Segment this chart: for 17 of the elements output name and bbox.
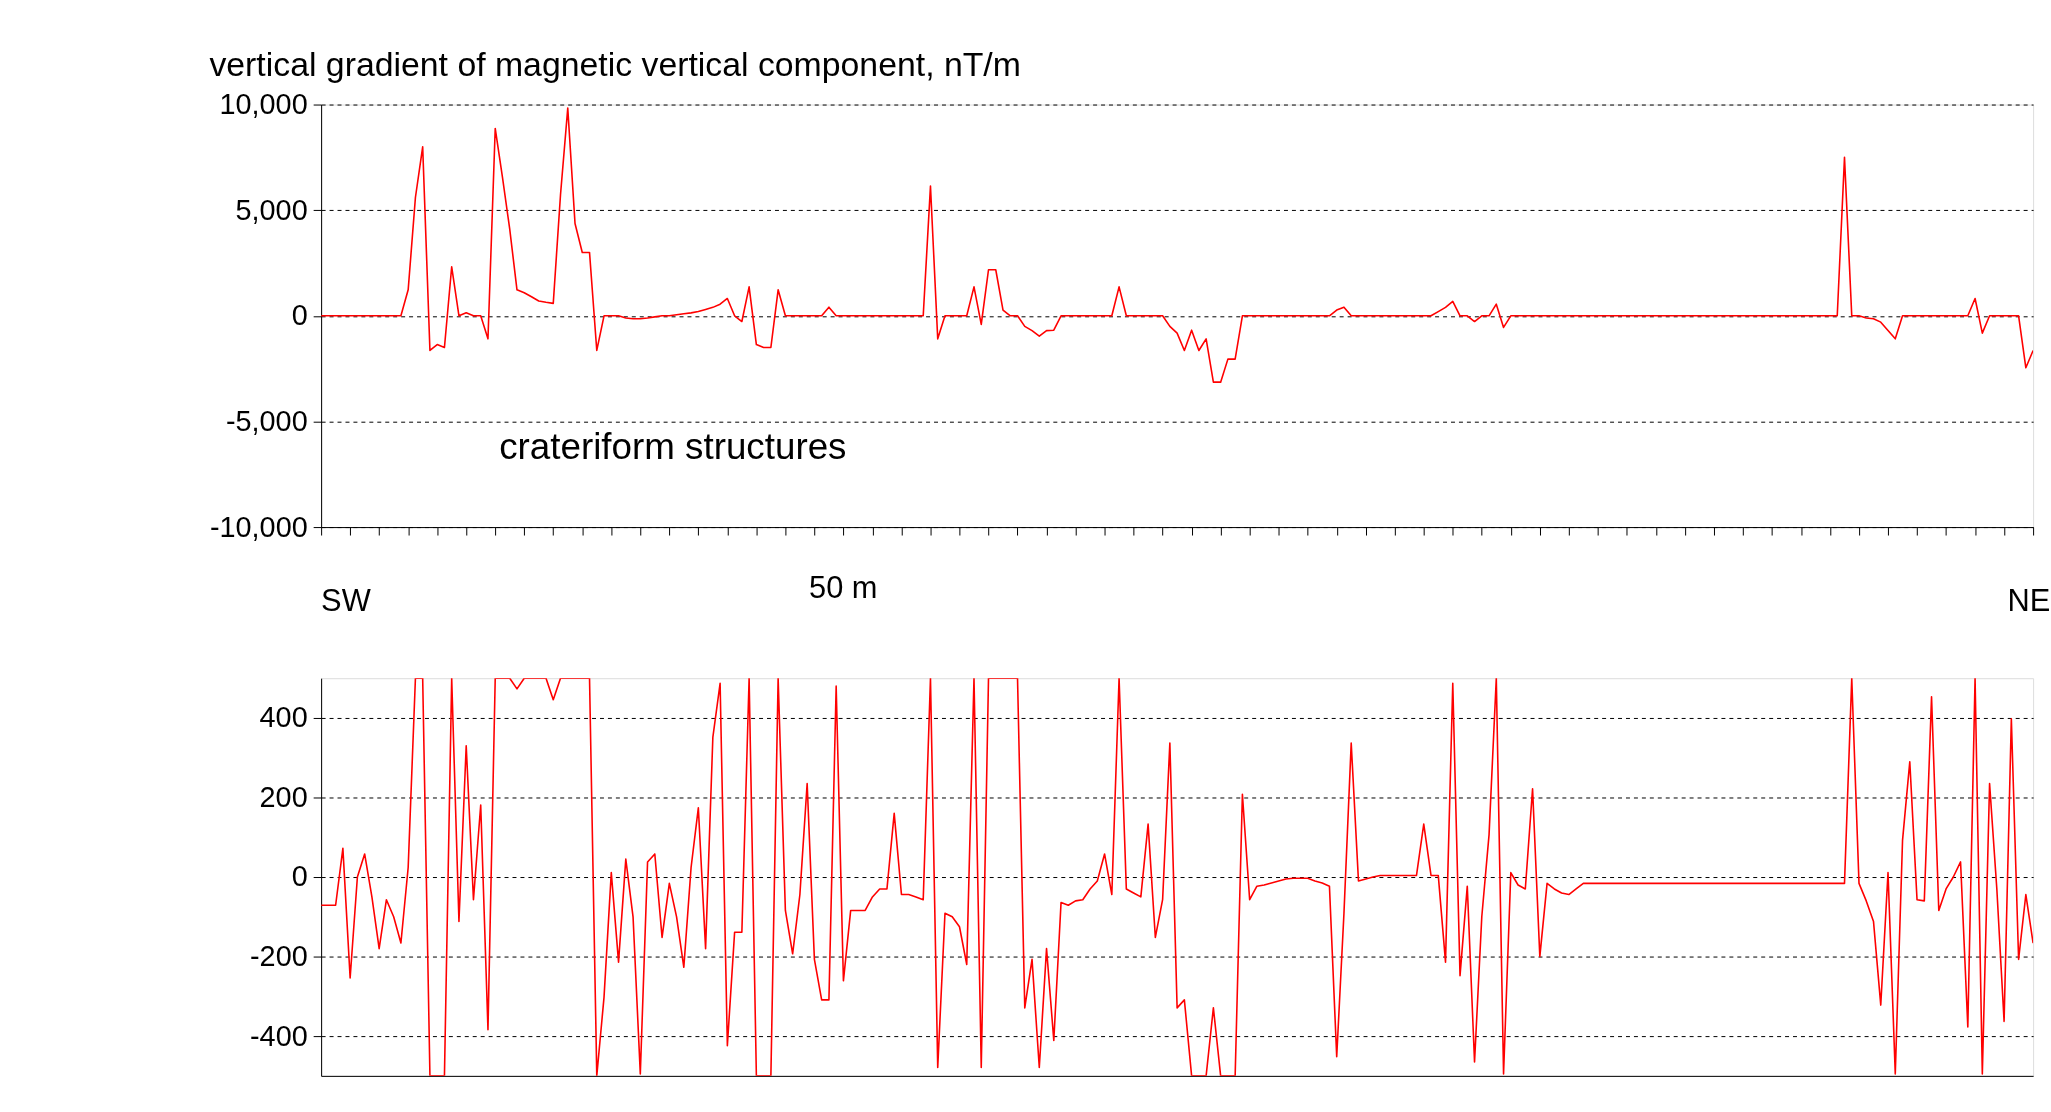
line-series [321, 678, 2034, 1076]
chart-title: vertical gradient of magnetic vertical component, nT/m [209, 44, 1021, 83]
y-tick-label: 0 [291, 860, 308, 893]
text: NE [2007, 582, 2051, 618]
y-tick-label: 400 [259, 701, 308, 734]
text: 50 m [809, 569, 878, 605]
y-tick-label: 200 [259, 780, 308, 813]
annotation: crateriform structures [499, 426, 847, 468]
y-tick-label: -5,000 [225, 404, 308, 437]
y-tick-label: -10,000 [209, 510, 308, 543]
y-tick-label: 10,000 [219, 87, 308, 120]
y-tick-label: 5,000 [235, 193, 308, 226]
text: SW [321, 582, 371, 618]
y-tick-label: 0 [291, 299, 308, 332]
y-tick-label: -200 [250, 940, 308, 973]
y-tick-label: -400 [250, 1019, 308, 1052]
line-series [321, 107, 2034, 383]
